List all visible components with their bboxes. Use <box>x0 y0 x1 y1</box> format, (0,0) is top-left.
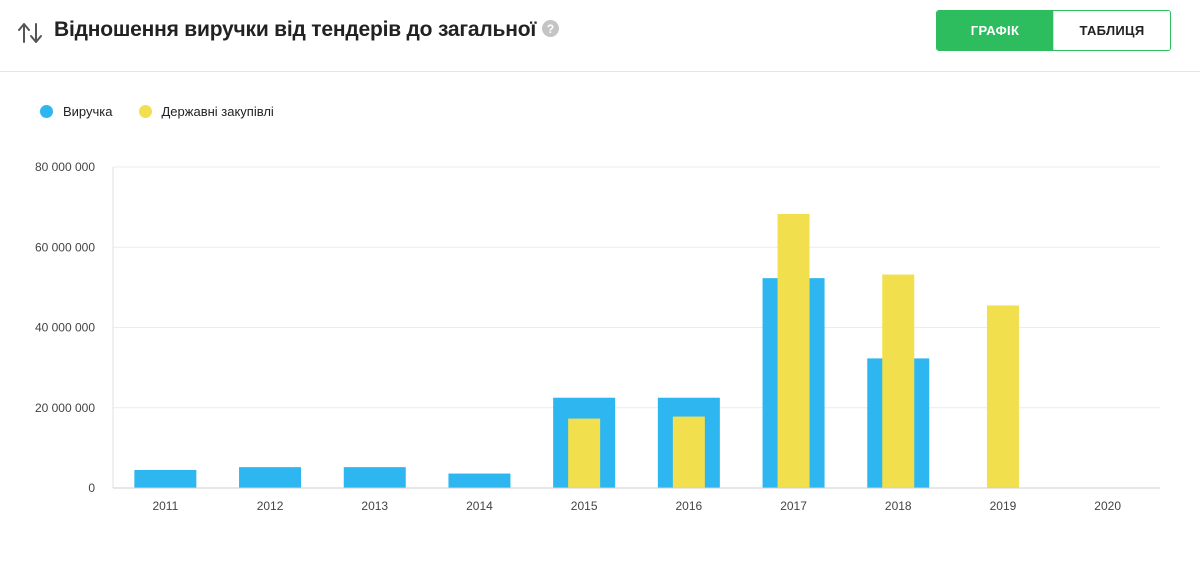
y-tick-label: 0 <box>88 481 95 495</box>
x-tick-label: 2018 <box>885 499 912 513</box>
bar-procurement-2019 <box>986 305 1019 488</box>
bar-revenue-2012 <box>239 467 302 488</box>
chart-legend: Виручка Державні закупівлі <box>40 104 274 119</box>
legend-label-procurement: Державні закупівлі <box>161 104 274 119</box>
bar-procurement-2016 <box>672 416 705 488</box>
legend-item-procurement[interactable]: Державні закупівлі <box>138 104 274 119</box>
y-tick-label: 60 000 000 <box>35 240 95 254</box>
y-tick-label: 80 000 000 <box>35 160 95 174</box>
x-tick-label: 2013 <box>361 499 388 513</box>
chart-view-button[interactable]: ГРАФІК <box>937 11 1053 50</box>
x-tick-label: 2019 <box>990 499 1017 513</box>
sort-arrows-icon[interactable] <box>16 20 46 46</box>
svg-text:?: ? <box>547 22 554 36</box>
x-tick-label: 2011 <box>152 499 178 513</box>
x-tick-label: 2014 <box>466 499 493 513</box>
bar-procurement-2017 <box>777 213 810 489</box>
question-circle-icon[interactable]: ? <box>542 20 560 38</box>
legend-item-revenue[interactable]: Виручка <box>40 104 113 119</box>
page-title: Відношення виручки від тендерів до загал… <box>54 18 560 42</box>
legend-swatch-procurement <box>138 105 152 118</box>
x-tick-label: 2012 <box>257 499 284 513</box>
table-view-button[interactable]: ТАБЛИЦЯ <box>1053 11 1170 50</box>
bar-procurement-2018 <box>882 274 915 488</box>
x-tick-label: 2015 <box>571 499 598 513</box>
bar-revenue-2011 <box>134 469 197 488</box>
bar-revenue-2014 <box>448 473 511 488</box>
bar-revenue-2013 <box>343 467 406 488</box>
x-tick-label: 2020 <box>1094 499 1121 513</box>
y-tick-label: 40 000 000 <box>35 321 95 335</box>
x-tick-label: 2017 <box>780 499 807 513</box>
legend-swatch-revenue <box>40 105 53 118</box>
page-title-text: Відношення виручки від тендерів до загал… <box>54 18 537 41</box>
y-tick-label: 20 000 000 <box>35 401 95 415</box>
view-toggle: ГРАФІК ТАБЛИЦЯ <box>936 10 1171 51</box>
legend-label-revenue: Виручка <box>63 104 113 119</box>
x-tick-label: 2016 <box>675 499 702 513</box>
header: Відношення виручки від тендерів до загал… <box>0 0 1200 72</box>
bar-procurement-2015 <box>568 418 601 488</box>
